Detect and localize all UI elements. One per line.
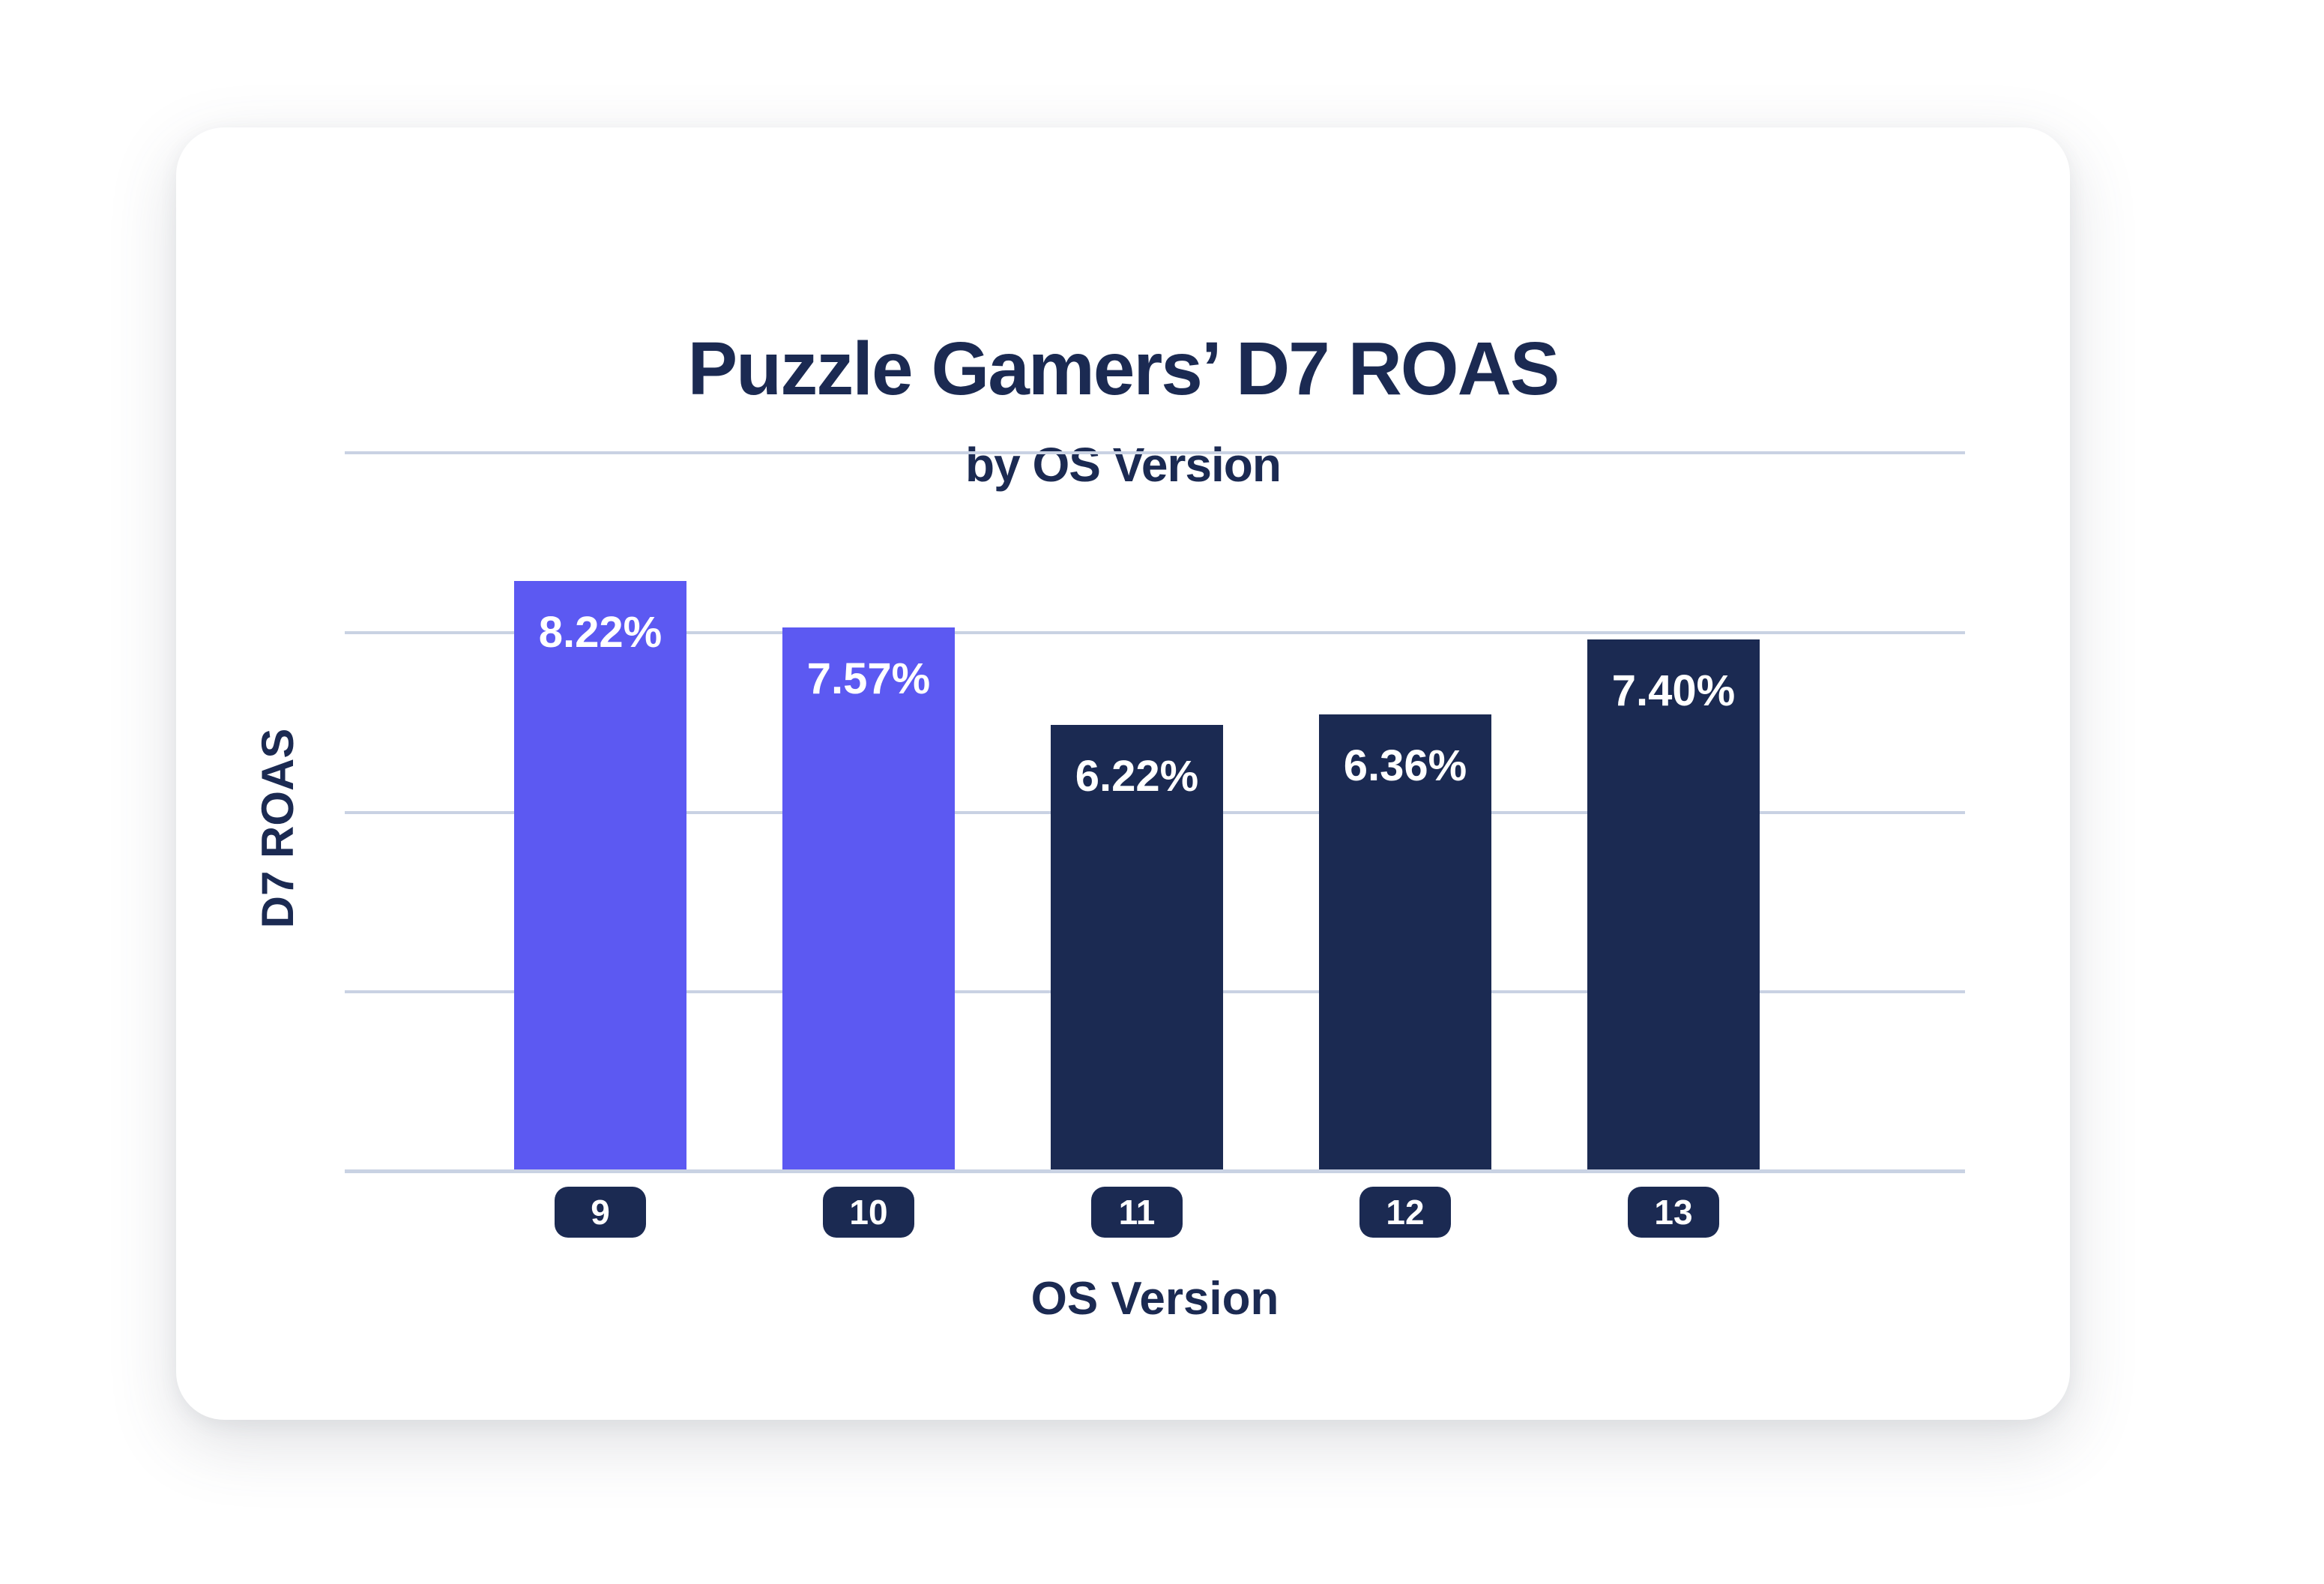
x-tick-badge-os-11: 11 bbox=[1091, 1187, 1183, 1238]
plot-area: 8.22% 7.57% 6.22% 6.36% 7.40% bbox=[345, 439, 1965, 1173]
bar-value-label-os-11: 6.22% bbox=[1075, 751, 1199, 801]
x-axis-label: OS Version bbox=[1030, 1273, 1279, 1325]
x-tick-badge-os-10: 10 bbox=[823, 1187, 914, 1238]
x-tick-badge-os-12: 12 bbox=[1359, 1187, 1451, 1238]
x-tick-badge-os-13: 13 bbox=[1628, 1187, 1719, 1238]
bar-os-12: 6.36% bbox=[1319, 714, 1491, 1172]
chart-title: Puzzle Gamers’ D7 ROAS bbox=[687, 327, 1560, 411]
x-tick-badge-os-9: 9 bbox=[555, 1187, 646, 1238]
gridline-10pct bbox=[345, 451, 1965, 455]
bar-value-label-os-13: 7.40% bbox=[1611, 666, 1736, 716]
bar-os-11: 6.22% bbox=[1051, 724, 1223, 1172]
chart-subtitle: by OS Version bbox=[965, 438, 1282, 492]
x-axis-line bbox=[345, 1169, 1965, 1173]
bar-os-10: 7.57% bbox=[782, 627, 955, 1172]
gridline-7.5pct bbox=[345, 630, 1965, 634]
x-axis-ticks: 9 10 11 12 13 bbox=[345, 1187, 1965, 1238]
chart-card: Puzzle Gamers’ D7 ROAS by OS Version D7 … bbox=[176, 127, 2070, 1420]
bar-os-13: 7.40% bbox=[1587, 639, 1760, 1172]
bar-value-label-os-9: 8.22% bbox=[538, 607, 663, 657]
bar-value-label-os-12: 6.36% bbox=[1343, 741, 1467, 791]
y-axis-label: D7 ROAS bbox=[253, 728, 303, 929]
bar-value-label-os-10: 7.57% bbox=[806, 654, 931, 704]
bar-os-9: 8.22% bbox=[514, 580, 686, 1172]
